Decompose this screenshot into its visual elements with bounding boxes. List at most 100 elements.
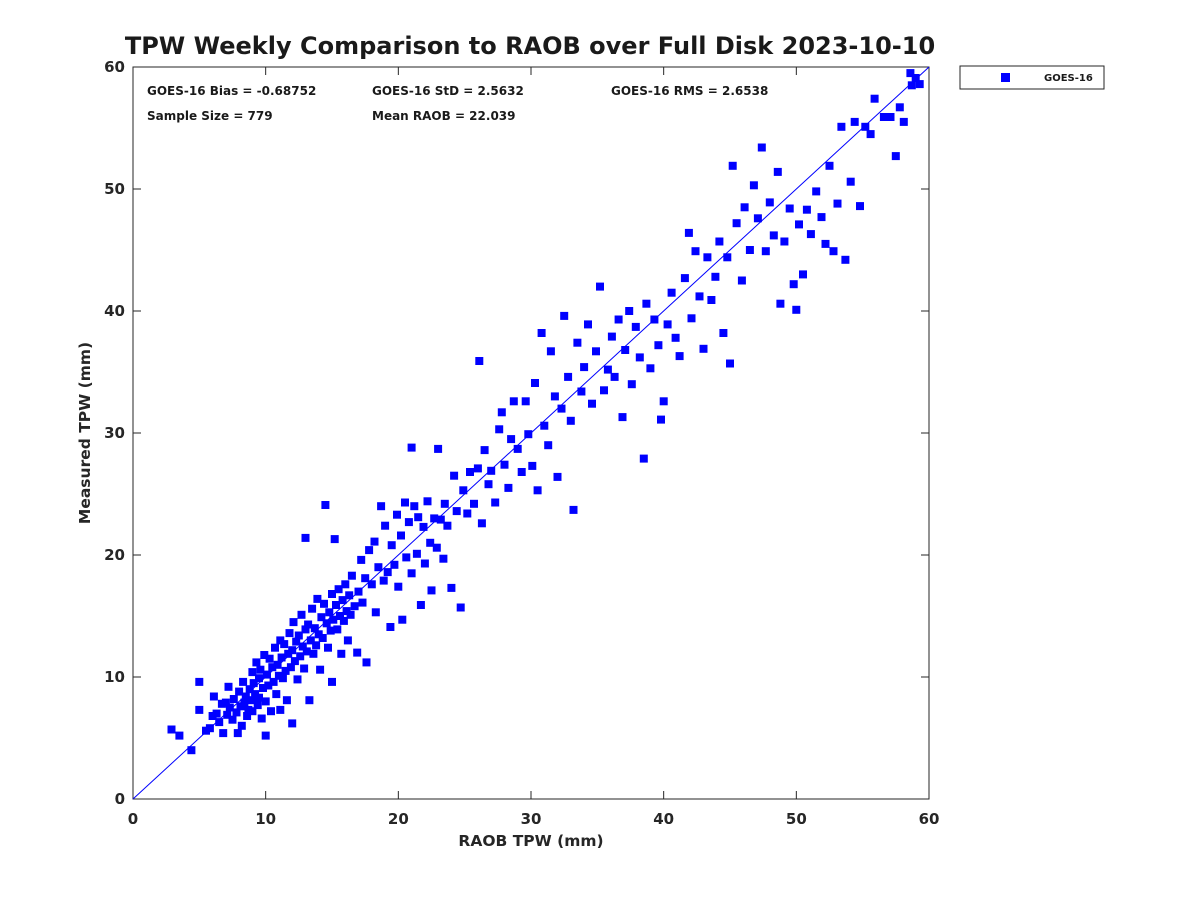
data-point [785,204,794,213]
data-point [891,152,900,161]
data-point [850,117,859,126]
data-point [580,363,589,372]
data-point [383,568,392,577]
data-point [268,663,277,672]
data-point [394,582,403,591]
data-point [260,651,269,659]
data-point [273,660,282,669]
data-point [309,649,318,658]
data-point [306,636,315,645]
data-point [320,599,328,608]
data-point [841,255,850,264]
data-point [639,454,648,463]
data-point [228,715,237,724]
data-point [659,397,668,406]
data-point [249,679,258,688]
data-point [621,346,630,354]
data-point [370,537,379,546]
data-point [436,515,445,524]
data-point [280,640,289,649]
data-point [343,636,352,645]
data-point [528,461,537,470]
data-point [339,616,348,625]
data-point [487,466,496,475]
y-tick-label: 30 [104,424,125,442]
annotation-mean-raob: Mean RAOB = 22.039 [372,109,516,123]
data-point [569,505,578,514]
data-point [350,602,359,611]
data-point [243,712,252,720]
data-point [427,586,436,595]
data-point [334,585,343,594]
data-point [795,220,803,229]
data-point [416,601,425,609]
data-point [341,580,350,589]
data-point [292,637,301,646]
data-point [338,596,347,605]
legend: GOES-16 [959,65,1105,90]
data-point [263,670,271,679]
data-point [353,648,362,657]
data-point [596,282,604,291]
data-point [524,430,533,439]
data-point [419,522,428,531]
data-point [278,674,287,683]
annotation-std: GOES-16 StD = 2.5632 [372,84,524,98]
data-point [915,80,924,89]
data-point [439,554,448,563]
data-point [288,719,297,728]
data-point [749,181,758,190]
x-axis-label: RAOB TPW (mm) [458,832,603,850]
data-point [610,372,619,381]
data-point [765,198,774,207]
data-point [304,620,313,629]
data-point [680,274,689,283]
data-point [398,615,407,624]
data-point [312,641,321,650]
data-point [911,74,920,82]
data-point [235,687,244,696]
data-point [329,615,338,624]
data-point [521,397,530,406]
data-point [252,658,261,667]
data-point [642,299,651,308]
data-point [799,270,807,279]
data-point [301,625,310,634]
data-point [753,214,762,223]
data-point [456,603,465,612]
data-point [531,379,539,387]
data-point [773,167,782,176]
data-point [175,731,184,740]
data-point [272,690,281,699]
data-point [443,521,452,530]
data-point [225,703,234,712]
x-tick-label: 30 [521,810,542,828]
data-point [671,333,680,342]
data-point [895,103,904,112]
data-point [699,344,708,353]
data-point [509,397,518,406]
data-point [806,230,815,239]
data-point [407,569,416,578]
data-point [271,643,279,652]
y-tick-label: 50 [104,180,125,198]
data-point [371,608,380,617]
data-point [592,347,600,356]
data-point [414,513,423,522]
data-point [302,647,311,656]
data-point [618,413,627,422]
data-point [316,665,325,674]
chart-title: TPW Weekly Comparison to RAOB over Full … [125,32,935,60]
data-point [317,613,326,622]
data-point [248,707,257,716]
data-point [879,113,888,121]
annotation-bias: GOES-16 Bias = -0.68752 [147,84,316,98]
data-point [600,386,608,395]
data-point [325,608,334,617]
data-point [459,486,468,495]
data-point [237,721,246,730]
data-point [367,580,376,589]
data-point [812,187,821,196]
data-point [253,701,262,710]
data-point [723,253,732,262]
